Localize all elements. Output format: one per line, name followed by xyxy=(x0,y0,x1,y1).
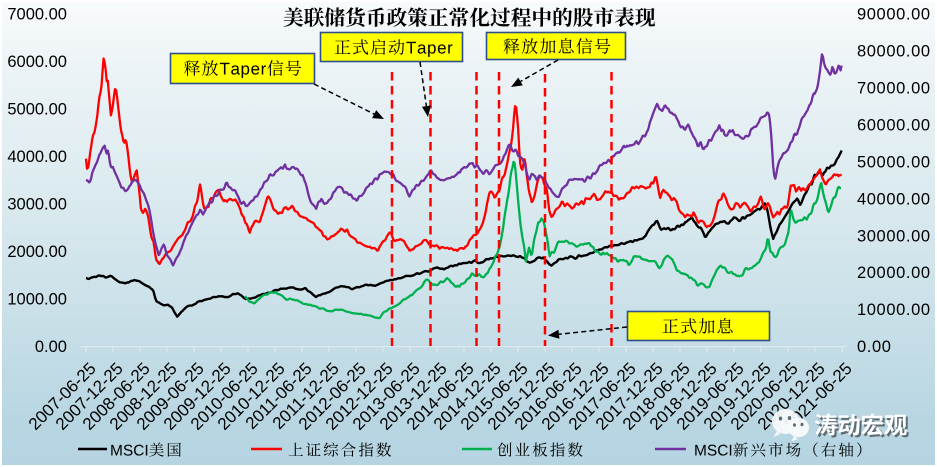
svg-text:0.00: 0.00 xyxy=(35,338,67,356)
svg-text:40000.00: 40000.00 xyxy=(857,190,931,208)
svg-text:1000.00: 1000.00 xyxy=(7,291,67,309)
svg-text:10000.00: 10000.00 xyxy=(857,301,931,319)
svg-text:20000.00: 20000.00 xyxy=(857,264,931,282)
svg-text:2000.00: 2000.00 xyxy=(7,243,67,261)
svg-text:60000.00: 60000.00 xyxy=(857,116,931,134)
svg-text:0.00: 0.00 xyxy=(857,338,892,356)
svg-text:6000.00: 6000.00 xyxy=(7,53,67,71)
svg-text:90000.00: 90000.00 xyxy=(857,6,931,24)
svg-text:7000.00: 7000.00 xyxy=(7,6,67,24)
svg-text:30000.00: 30000.00 xyxy=(857,227,931,245)
svg-text:70000.00: 70000.00 xyxy=(857,80,931,98)
svg-text:50000.00: 50000.00 xyxy=(857,153,931,171)
svg-text:5000.00: 5000.00 xyxy=(7,101,67,119)
svg-text:80000.00: 80000.00 xyxy=(857,43,931,61)
svg-text:3000.00: 3000.00 xyxy=(7,196,67,214)
svg-text:4000.00: 4000.00 xyxy=(7,148,67,166)
